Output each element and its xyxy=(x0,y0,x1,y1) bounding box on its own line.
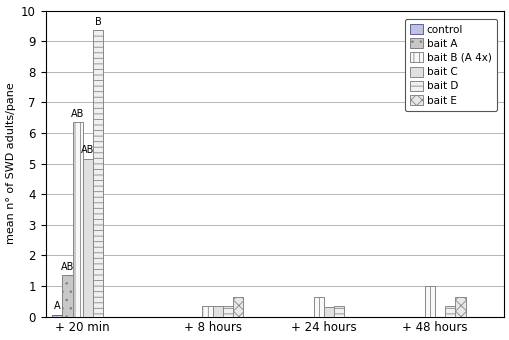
Bar xyxy=(202,306,212,317)
Legend: control, bait A, bait B (A 4x), bait C, bait D, bait E: control, bait A, bait B (A 4x), bait C, … xyxy=(404,19,496,111)
Text: A: A xyxy=(54,301,61,311)
Y-axis label: mean n° of SWD adults/pane: mean n° of SWD adults/pane xyxy=(6,83,16,244)
Bar xyxy=(222,306,233,317)
Text: AB: AB xyxy=(71,108,84,119)
Bar xyxy=(212,306,222,317)
Bar xyxy=(82,159,93,317)
Text: AB: AB xyxy=(61,261,74,272)
Bar xyxy=(52,315,62,317)
Bar xyxy=(313,297,323,317)
Bar xyxy=(444,306,455,317)
Text: AB: AB xyxy=(81,145,94,155)
Bar xyxy=(455,297,465,317)
Bar xyxy=(62,275,72,317)
Bar xyxy=(333,306,344,317)
Bar xyxy=(93,31,103,317)
Bar xyxy=(72,122,82,317)
Bar xyxy=(323,307,333,317)
Text: B: B xyxy=(95,17,101,27)
Bar xyxy=(424,286,434,317)
Bar xyxy=(233,297,243,317)
